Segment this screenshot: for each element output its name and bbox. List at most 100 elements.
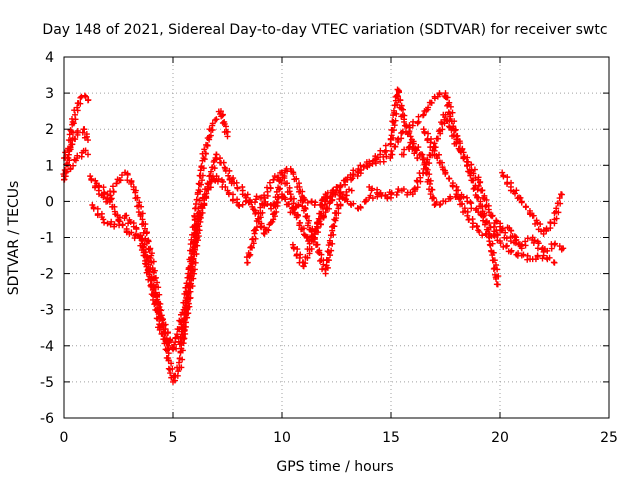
data-point-interp — [547, 219, 554, 226]
data-point-interp — [264, 200, 271, 207]
data-point-interp — [459, 200, 466, 207]
data-point-interp — [164, 330, 171, 337]
data-point-interp — [556, 195, 563, 202]
grid-lines — [64, 57, 609, 418]
data-point-interp — [503, 235, 510, 242]
data-point-interp — [75, 100, 82, 107]
data-point-interp — [492, 261, 499, 268]
data-point-interp — [202, 150, 209, 157]
data-point — [499, 169, 506, 176]
data-point — [507, 238, 514, 245]
data-point-interp — [131, 235, 138, 242]
data-point-interp — [437, 159, 444, 166]
data-point-interp — [138, 246, 145, 253]
data-point-interp — [252, 235, 259, 242]
data-point-interp — [79, 129, 86, 136]
data-point-interp — [229, 191, 236, 198]
data-point-interp — [415, 118, 422, 125]
data-point — [414, 155, 421, 162]
data-point-interp — [162, 325, 169, 332]
data-point-interp — [250, 240, 257, 247]
data-point — [224, 133, 231, 140]
data-point-interp — [201, 146, 208, 153]
data-point-interp — [207, 132, 214, 139]
data-point-interp — [137, 213, 144, 220]
data-point-interp — [511, 233, 518, 240]
data-point-interp — [315, 248, 322, 255]
data-point-interp — [457, 195, 464, 202]
data-point — [84, 97, 91, 104]
data-point-interp — [480, 194, 487, 201]
data-point — [348, 187, 355, 194]
data-point-interp — [199, 195, 206, 202]
data-point-interp — [429, 195, 436, 202]
data-point-interp — [116, 176, 123, 183]
data-point-interp — [243, 194, 250, 201]
data-point-interp — [206, 126, 213, 133]
data-point-interp — [456, 146, 463, 153]
data-point-interp — [477, 210, 484, 217]
data-point — [486, 209, 493, 216]
data-point-interp — [515, 250, 522, 257]
data-point-interp — [192, 242, 199, 249]
data-point-interp — [304, 199, 311, 206]
data-point-interp — [436, 91, 443, 98]
data-point-interp — [190, 256, 197, 263]
data-point-interp — [344, 174, 351, 181]
data-point-interp — [195, 187, 202, 194]
data-point-interp — [374, 186, 381, 193]
data-point-interp — [428, 186, 435, 193]
data-point-interp — [544, 247, 551, 254]
data-point-interp — [442, 114, 449, 121]
data-point-interp — [327, 252, 334, 259]
data-point-interp — [229, 178, 236, 185]
data-point-interp — [473, 205, 480, 212]
data-point-interp — [460, 149, 467, 156]
data-point-interp — [156, 300, 163, 307]
data-point-interp — [502, 229, 509, 236]
data-point-interp — [211, 176, 218, 183]
data-point-interp — [475, 183, 482, 190]
data-point-interp — [433, 199, 440, 206]
data-point-interp — [77, 94, 84, 101]
x-tick-label: 0 — [60, 430, 69, 446]
data-point-interp — [377, 147, 384, 154]
data-point-interp — [304, 254, 311, 261]
data-point-interp — [424, 137, 431, 144]
series-arc-2 — [61, 126, 91, 162]
data-point-interp — [201, 191, 208, 198]
data-point-interp — [443, 94, 450, 101]
data-point-interp — [470, 170, 477, 177]
data-point-interp — [110, 188, 117, 195]
data-point-interp — [181, 327, 188, 334]
data-point-interp — [291, 210, 298, 217]
data-point-interp — [369, 185, 376, 192]
data-point-interp — [219, 178, 226, 185]
data-point-interp — [293, 214, 300, 221]
data-point-interp — [477, 178, 484, 185]
data-point-interp — [391, 102, 398, 109]
data-point-interp — [478, 187, 484, 194]
data-point-interp — [266, 179, 273, 186]
data-point-interp — [358, 167, 365, 174]
data-point-interp — [504, 174, 511, 181]
data-point-interp — [327, 232, 334, 239]
data-point-interp — [483, 196, 490, 203]
data-point — [217, 108, 224, 115]
data-point-interp — [430, 194, 437, 201]
data-point-interp — [124, 177, 131, 184]
data-point-interp — [140, 252, 147, 259]
data-point-interp — [81, 92, 88, 99]
data-point-interp — [421, 161, 428, 168]
data-point-interp — [487, 242, 494, 249]
data-point-interp — [274, 174, 281, 181]
data-point-interp — [300, 197, 307, 204]
data-point — [366, 158, 373, 165]
data-point-interp — [88, 175, 95, 182]
data-point-interp — [490, 257, 497, 264]
data-point — [398, 129, 405, 136]
data-point-interp — [130, 186, 137, 193]
data-point-interp — [162, 346, 169, 353]
data-point-interp — [324, 205, 331, 212]
data-point-interp — [101, 219, 108, 226]
